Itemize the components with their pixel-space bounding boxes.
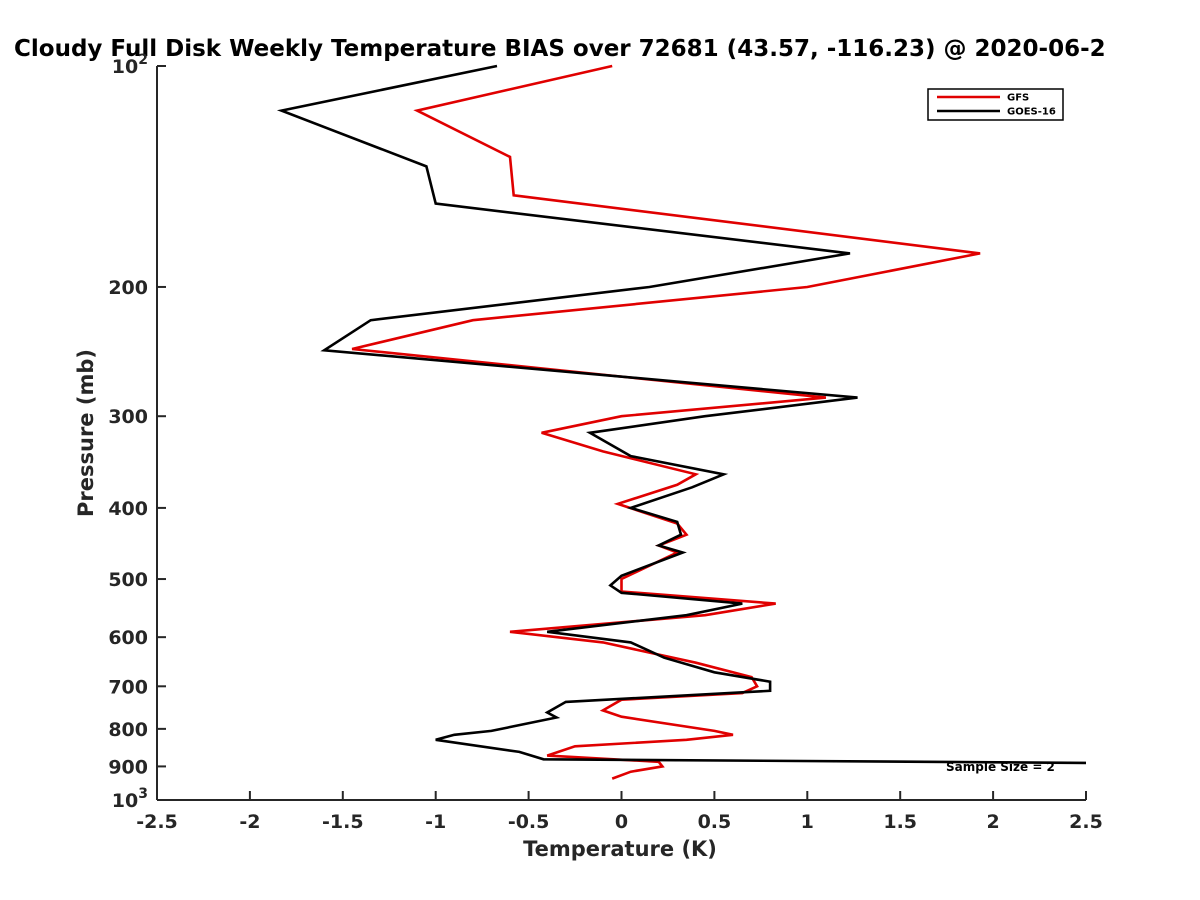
x-tick-label: 2 bbox=[986, 811, 999, 833]
y-axis-label: Pressure (mb) bbox=[74, 349, 98, 517]
y-tick-label: 900 bbox=[108, 756, 148, 778]
y-axis: 102 200 300 400 500 600 700 800 900 103 bbox=[108, 52, 166, 812]
y-tick-label: 800 bbox=[108, 719, 148, 741]
x-tick-label: -2.5 bbox=[136, 811, 178, 833]
series-line-goes-16 bbox=[276, 64, 1087, 765]
y-tick-label: 500 bbox=[108, 569, 148, 591]
x-axis-label: Temperature (K) bbox=[523, 837, 717, 861]
y-tick-label: 200 bbox=[108, 277, 148, 299]
x-tick-label: 0.5 bbox=[698, 811, 732, 833]
y-tick-label: 400 bbox=[108, 498, 148, 520]
plot-area bbox=[156, 66, 1086, 801]
sample-size-annotation: Sample Size = 2 bbox=[946, 760, 1055, 774]
x-tick-label: 1 bbox=[801, 811, 814, 833]
y-tick-label: 102 bbox=[112, 52, 148, 78]
legend-box bbox=[927, 88, 1064, 121]
x-tick-label: -1 bbox=[425, 811, 446, 833]
y-tick-label: 600 bbox=[108, 627, 148, 649]
x-tick-label: -1.5 bbox=[322, 811, 364, 833]
x-tick-label: -2 bbox=[239, 811, 260, 833]
x-tick-label: -0.5 bbox=[508, 811, 550, 833]
x-tick-label: 0 bbox=[615, 811, 628, 833]
y-tick-label: 300 bbox=[108, 406, 148, 428]
legend-label-gfs: GFS bbox=[1007, 93, 1029, 104]
x-tick-label: 2.5 bbox=[1069, 811, 1103, 833]
series-layer bbox=[276, 64, 1087, 780]
y-tick-label: 103 bbox=[112, 786, 148, 812]
legend: GFS GOES-16 bbox=[927, 88, 1064, 121]
y-tick-label: 700 bbox=[108, 676, 148, 698]
chart-title: Cloudy Full Disk Weekly Temperature BIAS… bbox=[14, 36, 1106, 62]
x-tick-label: 1.5 bbox=[883, 811, 917, 833]
x-axis: -2.5 -2 -1.5 -1 -0.5 0 0.5 1 1.5 2 2.5 bbox=[136, 791, 1103, 833]
legend-label-goes-16: GOES-16 bbox=[1007, 107, 1056, 118]
